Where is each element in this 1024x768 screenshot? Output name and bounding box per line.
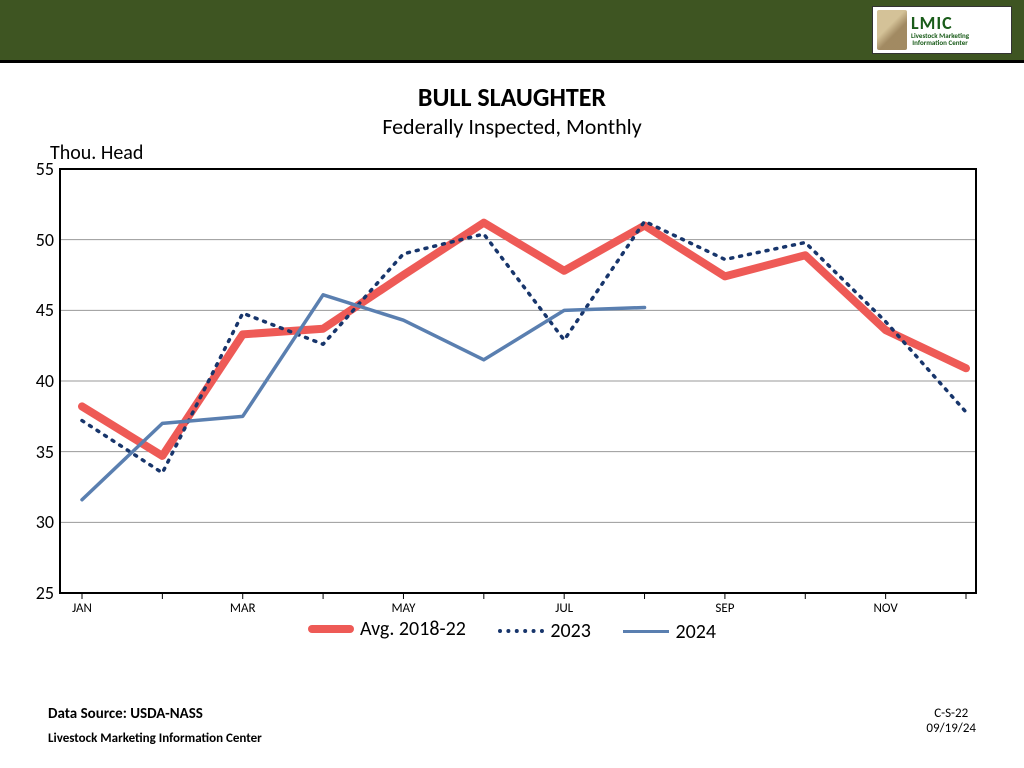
footer-left: Data Source: USDA-NASS Livestock Marketi… [48,705,262,746]
legend-item-avg: Avg. 2018-22 [308,617,466,641]
chart-date: 09/19/24 [926,721,976,736]
legend-label-avg: Avg. 2018-22 [360,617,466,641]
legend-swatch-2024 [623,630,669,633]
legend-swatch-avg [308,625,354,633]
legend-item-2024: 2024 [623,620,716,644]
ytick-label: 55 [20,158,54,180]
xtick-label: SEP [715,601,734,616]
logo-text-block: LMIC Livestock Marketing Information Cen… [911,14,969,46]
legend-swatch-2023 [498,629,544,633]
ytick-label: 50 [20,229,54,251]
chart-code: C-S-22 [926,706,976,721]
data-source: Data Source: USDA-NASS [48,705,262,723]
legend-label-2023: 2023 [550,619,591,643]
footer-right: C-S-22 09/19/24 [926,706,976,736]
xtick-label: JAN [72,601,92,616]
ytick-label: 35 [20,441,54,463]
logo-main-text: LMIC [911,14,969,32]
legend-item-2023: 2023 [498,619,591,643]
ytick-label: 30 [20,511,54,533]
legend-label-2024: 2024 [675,620,716,644]
lmic-logo: LMIC Livestock Marketing Information Cen… [872,6,1012,54]
xtick-label: NOV [874,601,898,616]
ytick-label: 25 [20,582,54,604]
chart-svg [0,63,1024,768]
footer-org: Livestock Marketing Information Center [48,731,262,746]
xtick-label: JUL [555,601,573,616]
chart-region: BULL SLAUGHTER Federally Inspected, Mont… [0,63,1024,768]
ytick-label: 45 [20,299,54,321]
logo-graphic-icon [877,10,907,50]
xtick-label: MAR [230,601,256,616]
header-bar: LMIC Livestock Marketing Information Cen… [0,0,1024,63]
ytick-label: 40 [20,370,54,392]
legend: Avg. 2018-22 2023 2024 [0,615,1024,644]
xtick-label: MAY [391,601,415,616]
logo-sub-text-2: Information Center [911,39,969,46]
